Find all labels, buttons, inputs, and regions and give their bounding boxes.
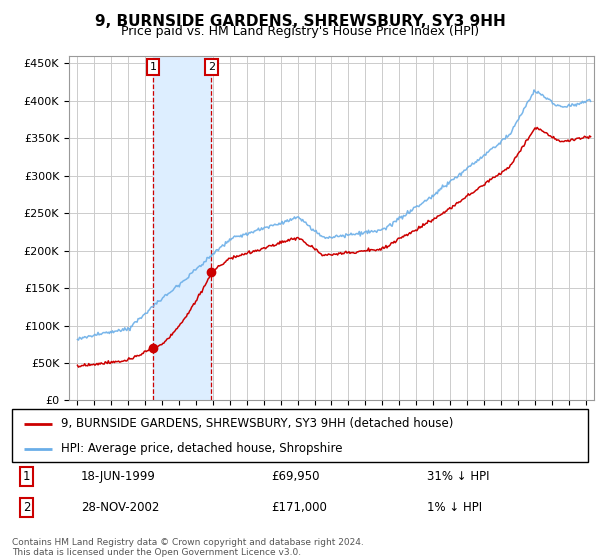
Text: 28-NOV-2002: 28-NOV-2002 (81, 501, 160, 514)
Text: 18-JUN-1999: 18-JUN-1999 (81, 470, 156, 483)
Text: 1: 1 (149, 62, 157, 72)
Text: 1% ↓ HPI: 1% ↓ HPI (427, 501, 482, 514)
Text: 9, BURNSIDE GARDENS, SHREWSBURY, SY3 9HH (detached house): 9, BURNSIDE GARDENS, SHREWSBURY, SY3 9HH… (61, 417, 454, 430)
Text: 31% ↓ HPI: 31% ↓ HPI (427, 470, 489, 483)
Text: HPI: Average price, detached house, Shropshire: HPI: Average price, detached house, Shro… (61, 442, 343, 455)
Text: £171,000: £171,000 (271, 501, 327, 514)
Text: 1: 1 (23, 470, 30, 483)
Text: 9, BURNSIDE GARDENS, SHREWSBURY, SY3 9HH: 9, BURNSIDE GARDENS, SHREWSBURY, SY3 9HH (95, 14, 505, 29)
Text: 2: 2 (208, 62, 215, 72)
Text: Price paid vs. HM Land Registry's House Price Index (HPI): Price paid vs. HM Land Registry's House … (121, 25, 479, 38)
Text: Contains HM Land Registry data © Crown copyright and database right 2024.
This d: Contains HM Land Registry data © Crown c… (12, 538, 364, 557)
FancyBboxPatch shape (12, 409, 588, 462)
Text: 2: 2 (23, 501, 30, 514)
Bar (153, 56, 211, 400)
Text: £69,950: £69,950 (271, 470, 320, 483)
